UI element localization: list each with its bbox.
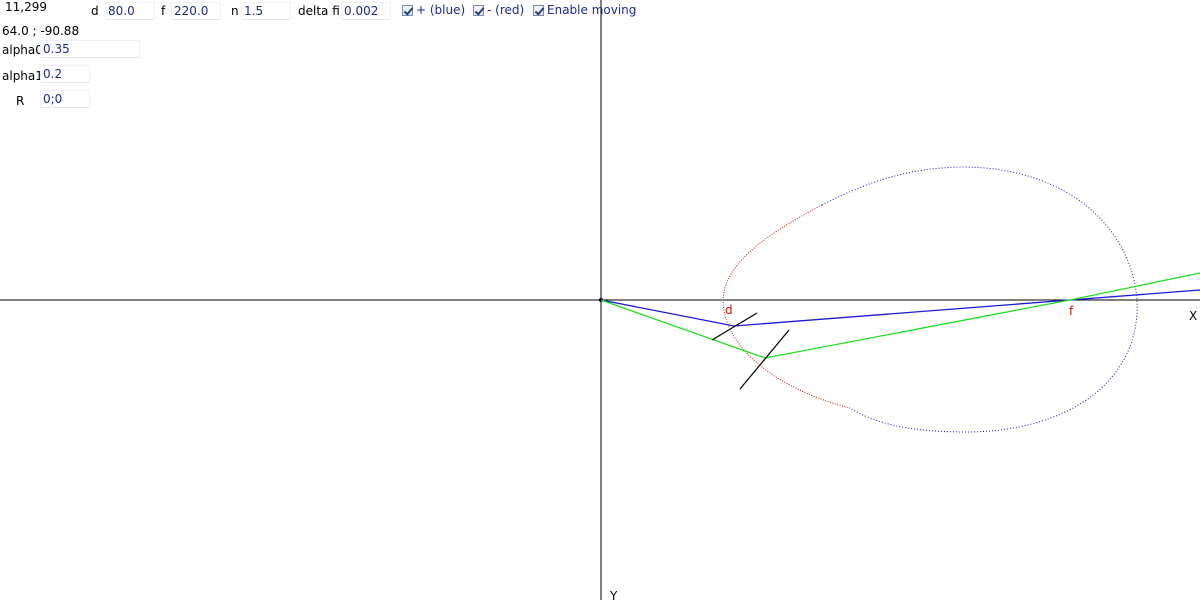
ray-blue (600, 299, 1071, 327)
cursor-coords: 11,299 (5, 0, 47, 14)
world-coords: 64.0 ; -90.88 (2, 24, 80, 38)
checkbox-checked-icon[interactable] (533, 4, 544, 16)
minus-curve-red (722, 204, 851, 409)
normal-line-blue (711, 312, 758, 341)
f-label: f (161, 4, 166, 18)
minus-red-toggle-label: - (red) (487, 3, 525, 17)
y-axis-label: Y (610, 589, 618, 600)
n-label: n (231, 4, 239, 18)
normal-line-green (739, 329, 790, 390)
alpha1-input[interactable] (40, 65, 90, 83)
alpha0-label: alpha0 (2, 43, 43, 57)
ray-green (600, 299, 1071, 359)
d-input[interactable] (105, 2, 155, 20)
ray-blue-exit (1069, 289, 1200, 301)
delta-fi-label: delta fi (298, 4, 340, 18)
enable-moving-toggle[interactable]: Enable moving (533, 3, 636, 17)
minus-red-toggle[interactable]: - (red) (473, 3, 524, 17)
delta-fi-input[interactable] (341, 2, 391, 20)
plus-curve-blue (821, 166, 1138, 433)
x-axis-label: X (1189, 309, 1198, 323)
plus-blue-toggle-label: + (blue) (416, 3, 466, 17)
alpha1-label: alpha1 (2, 69, 43, 83)
r-label: R (16, 94, 25, 108)
d-marker-label: d (725, 303, 733, 317)
f-marker-label: f (1069, 304, 1074, 318)
checkbox-checked-icon[interactable] (402, 4, 413, 16)
enable-moving-toggle-label: Enable moving (547, 3, 637, 17)
f-input[interactable] (171, 2, 221, 20)
alpha0-input[interactable] (40, 40, 140, 58)
plus-blue-toggle[interactable]: + (blue) (402, 3, 465, 17)
n-input[interactable] (241, 2, 291, 20)
checkbox-checked-icon[interactable] (473, 4, 484, 16)
ray-green-exit (1069, 272, 1200, 301)
d-label: d (91, 4, 99, 18)
r-input[interactable] (40, 90, 90, 108)
